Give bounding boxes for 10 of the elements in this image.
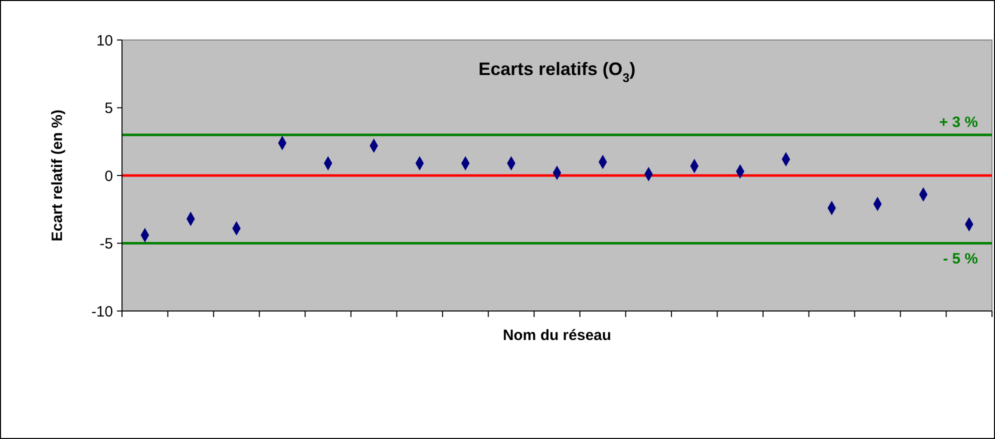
y-tick-label: 5 [104, 100, 113, 117]
y-axis-title: Ecart relatif (en %) [49, 110, 66, 242]
ref-line-label: - 5 % [942, 250, 978, 268]
y-tick-label: -5 [100, 236, 113, 252]
text: Ecarts relatifs (O$_{3}$) [478, 59, 636, 85]
y-tick-label: -10 [91, 303, 113, 320]
y-tick-label: 0 [104, 168, 113, 185]
ref-line-label: + 3 % [939, 114, 978, 131]
y-tick-label: 10 [96, 32, 113, 50]
x-axis-title: Nom du réseau [502, 327, 612, 344]
